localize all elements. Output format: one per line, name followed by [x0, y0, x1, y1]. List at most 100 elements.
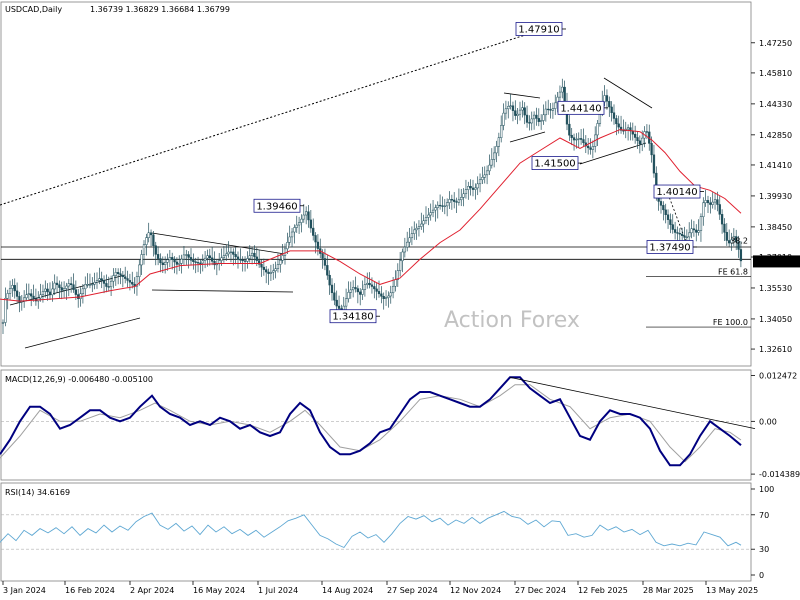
- date-tick-label: 12 Feb 2025: [578, 586, 628, 595]
- candle-body: [417, 226, 421, 229]
- candle: [420, 212, 423, 230]
- candle-body: [577, 138, 580, 140]
- candle-body: [201, 260, 204, 264]
- candle-body: [159, 258, 162, 264]
- candle: [62, 281, 66, 298]
- candle: [572, 133, 576, 151]
- candle-body: [192, 259, 195, 263]
- candle-body: [575, 138, 578, 141]
- date-tick-label: 28 Mar 2025: [643, 586, 694, 595]
- candle: [138, 259, 141, 286]
- candle: [293, 224, 296, 244]
- candle: [720, 209, 724, 234]
- candle-body: [105, 283, 108, 287]
- candle-body: [222, 255, 226, 259]
- candle: [448, 191, 451, 210]
- candle: [514, 100, 517, 120]
- price-tick-label: 1.38450: [759, 223, 792, 232]
- candle-body: [323, 258, 327, 266]
- candle-body: [676, 232, 679, 234]
- candle: [347, 281, 350, 303]
- candle-body: [730, 239, 733, 244]
- candle-body: [410, 233, 414, 239]
- macd-tick-label: -0.014389: [759, 470, 800, 479]
- candle-body: [100, 278, 103, 281]
- candle-body: [638, 140, 642, 145]
- candle: [48, 282, 52, 301]
- candle-body: [250, 252, 254, 256]
- candle: [709, 197, 712, 214]
- candle: [295, 215, 298, 233]
- candle-body: [241, 259, 244, 262]
- candle: [166, 253, 169, 271]
- candle-body: [255, 256, 258, 261]
- candle-body: [102, 280, 106, 284]
- candle: [269, 264, 273, 281]
- candle-body: [51, 288, 54, 296]
- candle-body: [272, 270, 275, 273]
- candle: [577, 132, 580, 148]
- candle: [493, 146, 496, 168]
- candle: [140, 249, 143, 275]
- candle: [326, 255, 329, 280]
- wedge-lower: [579, 142, 647, 165]
- price-tick-label: 1.35530: [759, 284, 792, 293]
- candle-body: [11, 285, 14, 289]
- candle-body: [399, 260, 402, 271]
- candle: [222, 246, 226, 263]
- candle: [227, 241, 230, 258]
- macd-tick-label: 0.00: [759, 417, 777, 426]
- candle: [159, 253, 162, 273]
- candle-body: [737, 241, 740, 250]
- candle-body: [368, 282, 371, 286]
- candle: [145, 233, 148, 256]
- candle-body: [295, 224, 298, 228]
- candle-body: [610, 106, 613, 113]
- candle-body: [450, 199, 454, 201]
- candle-body: [462, 193, 465, 198]
- candle-body: [375, 288, 378, 292]
- candle-body: [568, 123, 571, 136]
- candle: [690, 219, 693, 239]
- candle-body: [140, 254, 143, 266]
- candle: [18, 291, 21, 313]
- channel-lower: [24, 317, 141, 349]
- candle: [568, 115, 571, 141]
- candle: [591, 140, 595, 159]
- candle: [149, 229, 153, 247]
- candle-body: [124, 276, 127, 279]
- candle-body: [199, 262, 202, 265]
- candle: [478, 173, 482, 193]
- candle: [53, 274, 56, 295]
- candle-body: [258, 260, 261, 265]
- candle-body: [281, 255, 284, 261]
- candle-body: [589, 147, 592, 150]
- candle-body: [443, 205, 446, 207]
- candle-body: [485, 170, 489, 176]
- triangle-lower: [151, 289, 294, 293]
- candle: [434, 204, 437, 222]
- triangle-upper: [151, 232, 286, 255]
- candle-body: [401, 251, 404, 262]
- candle-body: [471, 187, 475, 190]
- price-level-text: 1.40140: [656, 187, 697, 198]
- candle-body: [337, 305, 341, 309]
- candle: [363, 277, 367, 297]
- candle-body: [493, 152, 496, 160]
- candle: [699, 213, 703, 242]
- candle: [587, 138, 590, 155]
- current-price-box: [753, 255, 800, 268]
- candle-body: [596, 123, 599, 136]
- candle: [142, 240, 146, 265]
- candle-body: [135, 276, 139, 287]
- candle: [737, 235, 740, 258]
- candle: [469, 179, 472, 196]
- candle-body: [220, 257, 223, 261]
- candle: [297, 216, 301, 234]
- candle: [354, 276, 357, 293]
- candle-body: [267, 271, 270, 274]
- candle: [554, 94, 557, 116]
- candle: [413, 221, 416, 240]
- candle: [276, 253, 280, 273]
